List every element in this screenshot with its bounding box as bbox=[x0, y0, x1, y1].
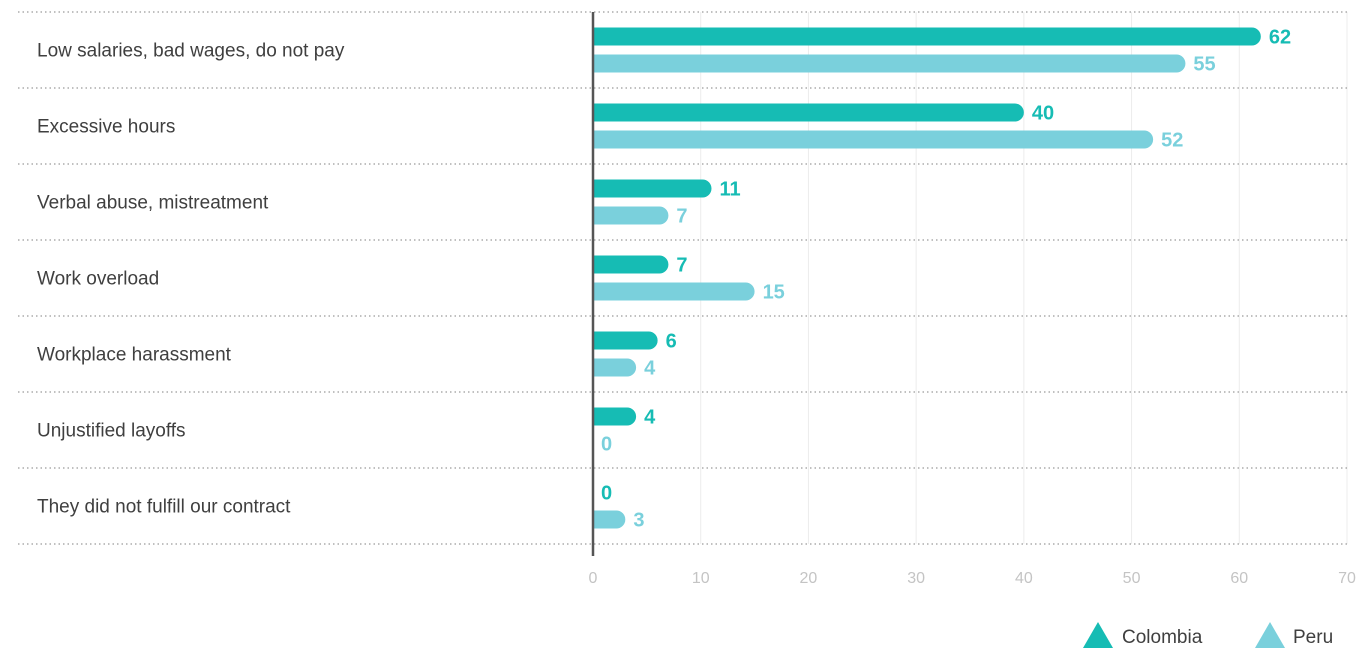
category-label: Work overload bbox=[37, 269, 159, 290]
bar-peru bbox=[593, 282, 755, 301]
data-label: 0 bbox=[601, 434, 612, 456]
triangle-icon bbox=[1083, 622, 1113, 648]
x-tick-label: 60 bbox=[1230, 570, 1248, 587]
legend-label: Peru bbox=[1293, 627, 1333, 648]
data-label: 7 bbox=[676, 206, 687, 228]
x-tick-label: 0 bbox=[589, 570, 598, 587]
x-tick-label: 30 bbox=[907, 570, 925, 587]
category-label: Verbal abuse, mistreatment bbox=[37, 193, 269, 214]
triangle-icon bbox=[1255, 622, 1285, 648]
bar-peru bbox=[593, 54, 1186, 73]
x-tick-label: 10 bbox=[692, 570, 710, 587]
data-label: 3 bbox=[633, 510, 644, 532]
bar-colombia bbox=[593, 179, 712, 198]
bar-colombia bbox=[593, 407, 637, 426]
data-label: 0 bbox=[601, 483, 612, 505]
x-tick-label: 20 bbox=[800, 570, 818, 587]
data-label: 15 bbox=[763, 282, 785, 304]
bar-colombia bbox=[593, 27, 1261, 46]
legend-item-colombia: Colombia bbox=[1083, 622, 1203, 648]
data-label: 4 bbox=[644, 407, 656, 429]
x-tick-label: 40 bbox=[1015, 570, 1033, 587]
data-label: 4 bbox=[644, 358, 656, 380]
data-label: 6 bbox=[666, 331, 677, 353]
bar-colombia bbox=[593, 331, 658, 350]
row-separators bbox=[18, 11, 1347, 545]
x-tick-labels: 0 10 20 30 40 50 60 70 bbox=[589, 570, 1356, 587]
category-label: Unjustified layoffs bbox=[37, 421, 186, 442]
bar-peru bbox=[593, 358, 637, 377]
legend-label: Colombia bbox=[1122, 627, 1203, 648]
category-label: They did not fulfill our contract bbox=[37, 497, 291, 518]
bar-peru bbox=[593, 130, 1154, 149]
data-label: 52 bbox=[1161, 130, 1183, 152]
data-label: 40 bbox=[1032, 103, 1054, 125]
data-label: 7 bbox=[676, 255, 687, 277]
bar-colombia bbox=[593, 255, 669, 274]
bar-peru bbox=[593, 206, 669, 225]
x-tick-label: 70 bbox=[1338, 570, 1356, 587]
category-label: Low salaries, bad wages, do not pay bbox=[37, 41, 345, 62]
category-label: Excessive hours bbox=[37, 117, 175, 138]
x-tick-label: 50 bbox=[1123, 570, 1141, 587]
category-label: Workplace harassment bbox=[37, 345, 232, 366]
gridlines bbox=[700, 12, 1348, 544]
category-labels: Low salaries, bad wages, do not pay Exces… bbox=[37, 41, 345, 518]
data-label: 62 bbox=[1269, 27, 1291, 49]
bar-peru bbox=[593, 510, 626, 529]
legend: Colombia Peru bbox=[1083, 622, 1333, 648]
data-label: 55 bbox=[1193, 54, 1215, 76]
data-label: 11 bbox=[719, 179, 740, 201]
bar-colombia bbox=[593, 103, 1024, 122]
legend-item-peru: Peru bbox=[1255, 622, 1333, 648]
